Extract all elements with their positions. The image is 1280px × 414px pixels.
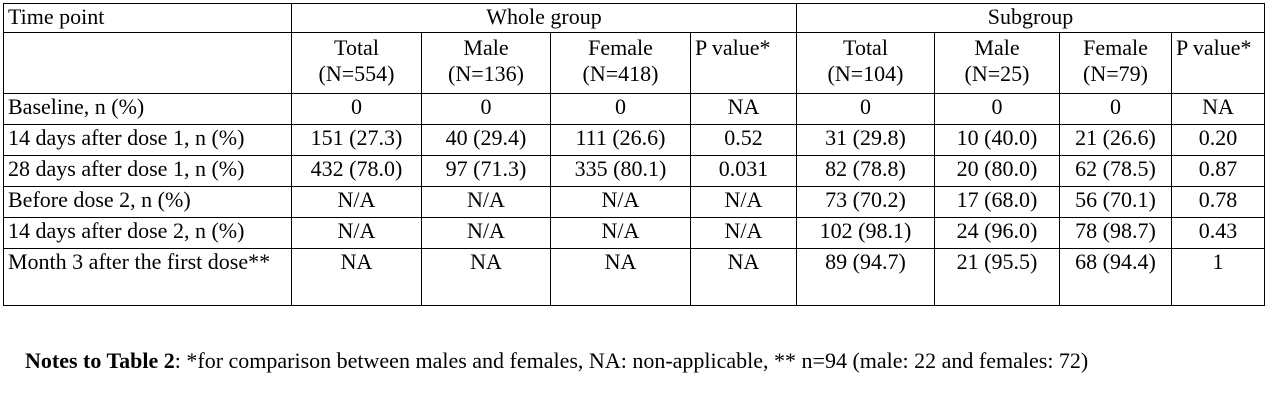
header-sub-total: Total (N=104): [796, 32, 935, 94]
notes-title: Notes to Table 2: [25, 348, 175, 373]
table-cell: N/A: [421, 217, 551, 249]
col-line2: (N=554): [318, 61, 395, 86]
header-time-point: Time point: [3, 3, 292, 33]
row-label: 14 days after dose 2, n (%): [3, 217, 292, 249]
table-cell: 0.031: [690, 155, 797, 187]
results-table: Time point Whole group Subgroup Total (N=…: [3, 3, 1265, 306]
table-cell: 73 (70.2): [796, 186, 935, 218]
table-row: Month 3 after the first dose** NA NA NA NA 89…: [3, 248, 1265, 306]
col-line1: P value*: [1176, 35, 1252, 60]
table-cell: N/A: [291, 186, 422, 218]
table-cell: 335 (80.1): [550, 155, 691, 187]
header-row-2: Total (N=554) Male (N=136) Female (N=418) P…: [3, 32, 1265, 94]
header-whole-pvalue: P value*: [690, 32, 797, 94]
table-cell: 432 (78.0): [291, 155, 422, 187]
col-line2: (N=136): [448, 61, 524, 86]
col-line1: Total: [843, 35, 888, 60]
row-label: 14 days after dose 1, n (%): [3, 124, 292, 156]
header-whole-male: Male (N=136): [421, 32, 551, 94]
col-line1: Total: [334, 35, 379, 60]
table-cell: N/A: [550, 186, 691, 218]
table-row: 28 days after dose 1, n (%) 432 (78.0) 97 …: [3, 155, 1265, 187]
table-cell: NA: [550, 248, 691, 306]
table-cell: 89 (94.7): [796, 248, 935, 306]
header-sub-male: Male (N=25): [934, 32, 1060, 94]
header-whole-group: Whole group: [291, 3, 797, 33]
table-cell: 0: [421, 93, 551, 125]
col-line1: Female: [1083, 35, 1148, 60]
table-cell: 21 (95.5): [934, 248, 1060, 306]
row-label: Month 3 after the first dose**: [3, 248, 292, 306]
header-whole-female: Female (N=418): [550, 32, 691, 94]
table-cell: 102 (98.1): [796, 217, 935, 249]
table-cell: 68 (94.4): [1059, 248, 1172, 306]
header-subgroup: Subgroup: [796, 3, 1265, 33]
table-cell: 78 (98.7): [1059, 217, 1172, 249]
table-cell: NA: [421, 248, 551, 306]
table-cell: NA: [690, 93, 797, 125]
table-cell: 97 (71.3): [421, 155, 551, 187]
table-cell: 0: [291, 93, 422, 125]
col-line1: Female: [588, 35, 653, 60]
col-line2: (N=25): [964, 61, 1030, 86]
table-cell: NA: [1171, 93, 1265, 125]
table-row: 14 days after dose 1, n (%) 151 (27.3) 40 …: [3, 124, 1265, 156]
col-line2: (N=104): [827, 61, 904, 86]
table-cell: 0.20: [1171, 124, 1265, 156]
table-row: Baseline, n (%) 0 0 0 NA 0 0 0 NA: [3, 93, 1265, 125]
table-cell: 1: [1171, 248, 1265, 306]
header-sub-female: Female (N=79): [1059, 32, 1172, 94]
table-cell: 62 (78.5): [1059, 155, 1172, 187]
table-cell: 56 (70.1): [1059, 186, 1172, 218]
row-label: Baseline, n (%): [3, 93, 292, 125]
table-cell: NA: [291, 248, 422, 306]
table-cell: 20 (80.0): [934, 155, 1060, 187]
table-cell: 0: [934, 93, 1060, 125]
row-label: 28 days after dose 1, n (%): [3, 155, 292, 187]
table-cell: 0.43: [1171, 217, 1265, 249]
table-cell: N/A: [690, 186, 797, 218]
table-cell: 21 (26.6): [1059, 124, 1172, 156]
notes-text: : *for comparison between males and fema…: [174, 348, 1089, 373]
col-line1: Male: [974, 35, 1020, 60]
table-cell: 40 (29.4): [421, 124, 551, 156]
table-cell: 0: [1059, 93, 1172, 125]
table-cell: N/A: [550, 217, 691, 249]
table-cell: 82 (78.8): [796, 155, 935, 187]
table-cell: N/A: [421, 186, 551, 218]
col-line2: (N=418): [582, 61, 659, 86]
col-line2: (N=79): [1083, 61, 1148, 86]
table-row: Before dose 2, n (%) N/A N/A N/A N/A 73 (70.2…: [3, 186, 1265, 218]
table-cell: 0: [550, 93, 691, 125]
table-cell: 10 (40.0): [934, 124, 1060, 156]
header-row-1: Time point Whole group Subgroup: [3, 3, 1265, 33]
header-empty-cell: [3, 32, 292, 94]
table-cell: N/A: [291, 217, 422, 249]
table-cell: 31 (29.8): [796, 124, 935, 156]
table-body: Time point Whole group Subgroup Total (N=…: [3, 3, 1265, 306]
table-cell: 0.52: [690, 124, 797, 156]
table-cell: 0.78: [1171, 186, 1265, 218]
col-line1: P value*: [695, 35, 771, 60]
table-cell: NA: [690, 248, 797, 306]
table-notes: Notes to Table 2: *for comparison betwee…: [25, 346, 1165, 376]
table-cell: 111 (26.6): [550, 124, 691, 156]
table-cell: N/A: [690, 217, 797, 249]
header-sub-pvalue: P value*: [1171, 32, 1265, 94]
table-cell: 151 (27.3): [291, 124, 422, 156]
table-cell: 24 (96.0): [934, 217, 1060, 249]
table-cell: 0.87: [1171, 155, 1265, 187]
table-cell: 17 (68.0): [934, 186, 1060, 218]
table-row: 14 days after dose 2, n (%) N/A N/A N/A N/A 1…: [3, 217, 1265, 249]
col-line1: Male: [463, 35, 509, 60]
header-whole-total: Total (N=554): [291, 32, 422, 94]
row-label: Before dose 2, n (%): [3, 186, 292, 218]
table-cell: 0: [796, 93, 935, 125]
